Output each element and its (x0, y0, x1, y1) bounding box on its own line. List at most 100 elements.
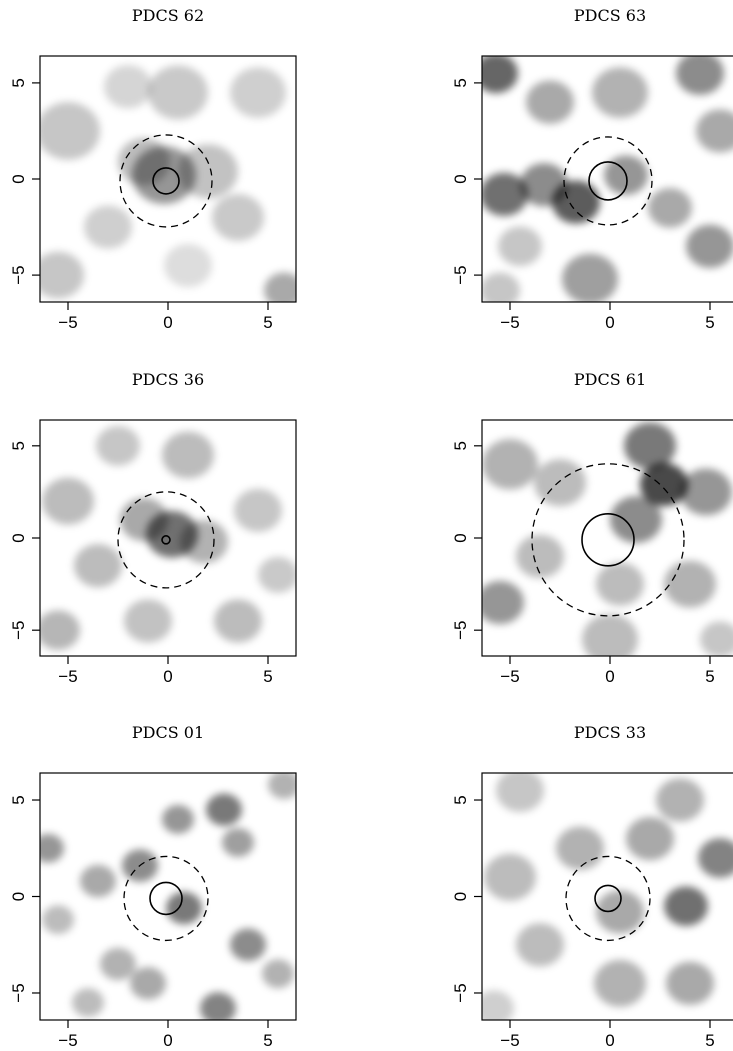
panel-2-flux-blob-12 (498, 226, 542, 267)
panel-6-y-tick-label-1: −5 (451, 983, 470, 1002)
panel-3-x-tick-label-3: 5 (263, 667, 272, 686)
panel-6: PDCS 33 −5 0 5 −5 0 5 (451, 723, 733, 1050)
panel-1-x-tick-label-3: 5 (263, 313, 272, 332)
panel-3-flux-blob-11 (258, 556, 296, 593)
panel-4-dashed-circle (531, 463, 685, 617)
panel-3-flux-blob-4 (42, 477, 94, 525)
panel-3-flux-blob-2 (120, 497, 168, 542)
panel-4-flux-blob-4 (680, 468, 732, 516)
panel-1-flux-blob-2 (118, 138, 170, 186)
panel-2-y-tick-label-2: 0 (451, 174, 470, 183)
panel-2-flux-blob-14 (482, 272, 520, 302)
panel-1-flux-blob-6 (212, 194, 264, 241)
panel-6-title: PDCS 33 (574, 723, 646, 742)
panel-6-solid-circle (594, 884, 622, 913)
panel-1-greyscale-map (40, 56, 296, 302)
panel-4-flux-blob-1 (640, 462, 688, 507)
panel-1-dashed-circle (119, 134, 213, 228)
panel-5-flux-blob-12 (200, 992, 236, 1020)
panel-5: PDCS 01 −5 0 5 −5 0 5 (9, 723, 297, 1050)
panel-2-x-tick-label-1: −5 (500, 313, 519, 332)
panel-1-flux-blob-7 (264, 272, 296, 302)
panel-2-y-tick-label-3: 5 (451, 78, 470, 87)
panel-2-flux-blob-4 (520, 163, 568, 207)
panel-2-title: PDCS 63 (574, 6, 646, 25)
panel-4-flux-blob-2 (624, 422, 676, 470)
panel-6-flux-blob-10 (656, 778, 704, 822)
panel-2-flux-blob-1 (482, 56, 518, 94)
panel-3-x-tick-label-2: 0 (163, 667, 172, 686)
panel-3-flux-blob-12 (96, 426, 140, 466)
panel-4-flux-blob-9 (596, 562, 644, 606)
panel-3-flux-blob-7 (162, 431, 214, 479)
panel-6-x-tick-label-2: 0 (605, 1031, 614, 1050)
panel-1: PDCS 62 −5 0 5 −5 0 5 (9, 6, 297, 332)
panel-3-dashed-circle (117, 491, 215, 589)
panel-1-title: PDCS 62 (132, 6, 204, 25)
panel-6-y-tick-label-3: 5 (451, 795, 470, 804)
panel-5-flux-blob-14 (42, 905, 74, 935)
panel-1-y-tick-label-2: 0 (9, 174, 28, 183)
panel-5-flux-blob-11 (130, 967, 166, 1000)
panel-3-flux-blob-6 (40, 610, 80, 650)
panel-1-flux-blob-4 (40, 102, 100, 160)
panel-6-flux-blob-1 (664, 886, 708, 926)
panel-6-flux-blob-2 (698, 838, 733, 878)
panel-5-flux-blob-3 (206, 793, 242, 826)
panel-1-x-tick-label-1: −5 (58, 313, 77, 332)
panel-5-flux-blob-9 (268, 773, 296, 799)
panel-4-solid-circle (581, 513, 635, 567)
panel-3-flux-blob-3 (180, 520, 228, 564)
panel-4-flux-blob-3 (610, 496, 662, 543)
panel-2: PDCS 63 −5 0 5 −5 0 5 (451, 6, 733, 332)
panel-1-flux-blob-10 (104, 65, 152, 109)
panel-1-flux-blob-12 (164, 243, 212, 288)
panel-6-x-tick-label-3: 5 (705, 1031, 714, 1050)
panel-6-x-tick-label-1: −5 (500, 1031, 519, 1050)
panel-3-flux-blob-5 (74, 544, 122, 588)
panel-6-greyscale-map (482, 773, 733, 1020)
panel-5-flux-blob-13 (72, 988, 104, 1018)
panel-5-greyscale-map (40, 773, 296, 1020)
panel-6-dashed-circle (565, 855, 651, 942)
panel-6-flux-blob-8 (594, 959, 646, 1007)
panel-5-solid-circle (149, 881, 183, 916)
panel-1-flux-blob-11 (40, 251, 84, 299)
panel-4-flux-blob-7 (482, 580, 524, 625)
panel-3-greyscale-map (40, 420, 296, 656)
panel-3-y-tick-label-2: 0 (9, 533, 28, 542)
panel-2-flux-blob-3 (482, 172, 528, 216)
panel-5-y-tick-label-2: 0 (9, 892, 28, 901)
panel-6-flux-blob-4 (556, 826, 604, 870)
panel-1-x-tick-label-2: 0 (163, 313, 172, 332)
panel-6-flux-blob-5 (626, 817, 674, 861)
panel-1-y-tick-label-3: 5 (9, 78, 28, 87)
panel-2-greyscale-map (482, 56, 733, 302)
panel-3-y-tick-label-1: −5 (9, 620, 28, 639)
panel-4-flux-blob-10 (664, 560, 716, 608)
panel-4-flux-blob-6 (534, 459, 586, 507)
panel-4-flux-blob-11 (582, 614, 638, 656)
panel-1-flux-blob-9 (148, 65, 208, 120)
panel-2-y-tick-label-1: −5 (451, 265, 470, 284)
panel-4-x-tick-label-2: 0 (605, 667, 614, 686)
panel-6-flux-blob-6 (484, 853, 536, 901)
panel-5-x-tick-label-1: −5 (58, 1031, 77, 1050)
panel-4-flux-blob-8 (516, 534, 564, 579)
panel-4-x-tick-label-1: −5 (500, 667, 519, 686)
panel-1-y-tick-label-1: −5 (9, 265, 28, 284)
panel-4-flux-blob-5 (482, 439, 538, 490)
panel-4: PDCS 61 −5 0 5 −5 0 5 (451, 370, 733, 686)
panel-1-solid-circle (152, 167, 180, 195)
panel-5-flux-blob-15 (262, 959, 294, 989)
panel-3-solid-circle (161, 535, 171, 545)
panel-4-x-tick-label-3: 5 (705, 667, 714, 686)
panel-3-flux-blob-8 (214, 599, 262, 643)
panel-5-flux-blob-6 (40, 833, 64, 863)
panel-5-flux-blob-4 (162, 804, 194, 834)
panel-2-flux-blob-6 (526, 80, 574, 124)
panel-5-dashed-circle (123, 855, 209, 942)
panel-2-flux-blob-9 (696, 109, 733, 153)
panel-2-dashed-circle (563, 136, 653, 226)
panel-1-flux-blob-8 (230, 67, 286, 118)
